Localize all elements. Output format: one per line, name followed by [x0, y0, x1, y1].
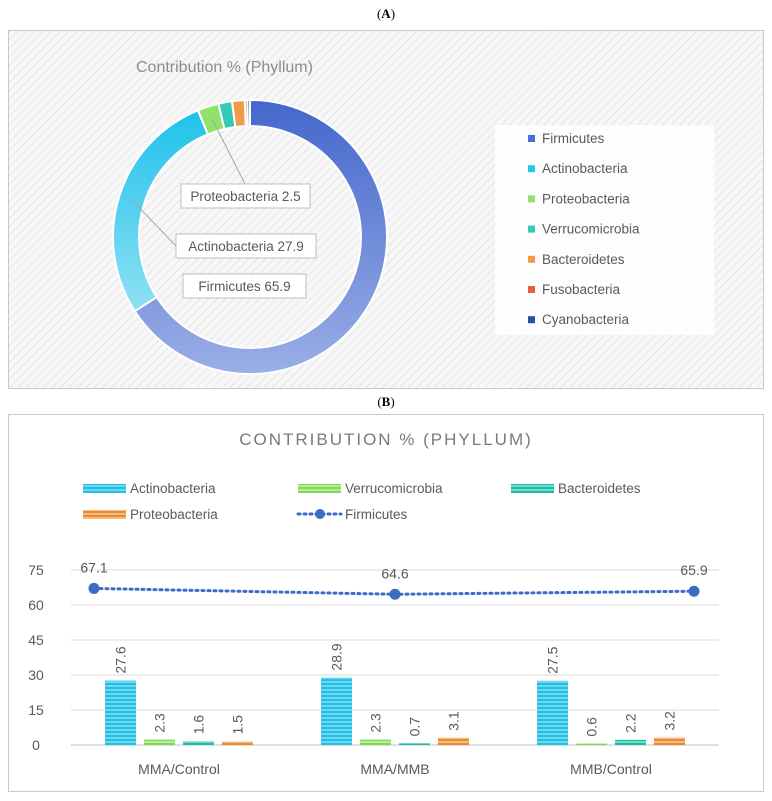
bar-label-verrucomicrobia-mma-mmb: 2.3: [368, 713, 384, 733]
y-tick-label-60: 60: [28, 597, 44, 613]
panel-a-label: (A): [376, 6, 396, 21]
bar-label-bacteroidetes-mmb-control: 2.2: [623, 713, 639, 733]
legend-marker-firmicutes: [315, 509, 325, 519]
bar-bacteroidetes-mma-control: [183, 741, 214, 745]
legend-label-actinobacteria: Actinobacteria: [130, 481, 216, 496]
legend-swatch-proteobacteria: [83, 510, 126, 519]
bar-label-actinobacteria-mma-mmb: 28.9: [329, 643, 345, 670]
firmicutes-point-mma-control: [88, 582, 100, 594]
bar-verrucomicrobia-mma-control: [144, 739, 175, 745]
bar-bacteroidetes-mmb-control: [615, 739, 646, 745]
bar-label-verrucomicrobia-mmb-control: 0.6: [584, 717, 600, 737]
firmicutes-label-mma-control: 67.1: [80, 559, 107, 575]
legend-swatch-actinobacteria: [528, 165, 535, 173]
bar-actinobacteria-mma-control: [105, 680, 136, 745]
slice-labels: Proteobacteria 2.5 Actinobacteria 27.9 Fir…: [175, 183, 317, 299]
panel-a-letter: A: [381, 6, 391, 21]
slice-bacteroidetes: [230, 99, 247, 129]
firmicutes-label-mmb-control: 65.9: [680, 562, 707, 578]
bar-actinobacteria-mma-mmb: [321, 677, 352, 745]
legend-label-verrucomicrobia: Verrucomicrobia: [542, 222, 640, 237]
y-tick-label-45: 45: [28, 632, 44, 648]
legend-swatch-actinobacteria: [83, 484, 126, 493]
donut-chart: Contribution % (Phyllum) Proteobacteria …: [112, 59, 714, 375]
label-leader-lines: [131, 118, 246, 247]
y-tick-label-75: 75: [28, 562, 44, 578]
legend-label-firmicutes: Firmicutes: [542, 131, 605, 146]
donut-slices: [112, 98, 388, 375]
callout-box-firmicutes: [182, 273, 307, 299]
legend-label-actinobacteria: Actinobacteria: [542, 161, 628, 176]
y-axis-ticks: 0 15 30 45 60 75: [28, 562, 44, 753]
y-tick-label-15: 15: [28, 702, 44, 718]
legend-swatch-proteobacteria: [528, 195, 535, 203]
y-gridlines: [71, 569, 719, 746]
bar-label-actinobacteria-mma-control: 27.6: [113, 646, 129, 673]
legend-label-proteobacteria: Proteobacteria: [130, 507, 218, 522]
bar-proteobacteria-mma-mmb: [438, 737, 469, 745]
bar-proteobacteria-mma-control: [222, 741, 253, 745]
bar-chart-title: CONTRIBUTION % (PHYLLUM): [239, 430, 533, 449]
bar-data-labels: 27.6 2.3 1.6 1.5 28.9 2.3 0.7 3.1 27.5 0.6 2.2 3.2: [113, 643, 678, 736]
leader-line-proteobacteria: [211, 118, 246, 185]
legend-swatch-verrucomicrobia: [298, 484, 341, 493]
bar-label-actinobacteria-mmb-control: 27.5: [545, 646, 561, 673]
bar-label-verrucomicrobia-mma-control: 2.3: [152, 713, 168, 733]
bar-verrucomicrobia-mma-mmb: [360, 739, 391, 745]
x-axis-categories: MMA/Control MMA/MMB MMB/Control: [138, 761, 652, 777]
legend-label-cyanobacteria: Cyanobacteria: [542, 312, 630, 327]
legend-swatch-fusobacteria: [528, 286, 535, 293]
leader-line-actinobacteria: [131, 199, 177, 247]
bar-line-chart: CONTRIBUTION % (PHYLLUM) Actinobacteria V…: [28, 430, 719, 777]
bar-label-bacteroidetes-mma-mmb: 0.7: [407, 717, 423, 737]
legend-label-bacteroidetes: Bacteroidetes: [542, 252, 625, 267]
callout-label-actinobacteria: Actinobacteria 27.9: [188, 239, 304, 254]
legend-label-fusobacteria: Fusobacteria: [542, 282, 621, 297]
slice-firmicutes: [133, 98, 388, 375]
firmicutes-point-mma-mmb: [389, 588, 401, 600]
legend-label-firmicutes: Firmicutes: [345, 507, 408, 522]
legend-label-bacteroidetes: Bacteroidetes: [558, 481, 641, 496]
callout-label-firmicutes: Firmicutes 65.9: [198, 279, 290, 294]
panel-b-letter: B: [381, 394, 391, 409]
bar-label-proteobacteria-mma-mmb: 3.1: [446, 711, 462, 731]
x-category-mma-mmb: MMA/MMB: [360, 761, 429, 777]
panel-b-chart-area: CONTRIBUTION % (PHYLLUM) Actinobacteria V…: [8, 414, 764, 792]
y-tick-label-0: 0: [32, 737, 40, 753]
pie-legend: Firmicutes Actinobacteria Proteobacteria Ve…: [528, 131, 640, 327]
legend-label-proteobacteria: Proteobacteria: [542, 191, 630, 206]
bar-bacteroidetes-mma-mmb: [399, 743, 430, 745]
x-category-mmb-control: MMB/Control: [570, 761, 652, 777]
bar-actinobacteria-mmb-control: [537, 680, 568, 745]
legend-swatch-bacteroidetes: [511, 484, 554, 493]
callout-box-actinobacteria: [175, 233, 317, 259]
bar-label-bacteroidetes-mma-control: 1.6: [191, 715, 207, 735]
bar-verrucomicrobia-mmb-control: [576, 743, 607, 745]
pie-title: Contribution % (Phyllum): [136, 59, 313, 76]
bar-label-proteobacteria-mmb-control: 3.2: [662, 711, 678, 731]
panel-a-chart-area: Contribution % (Phyllum) Proteobacteria …: [8, 30, 764, 389]
callout-label-proteobacteria: Proteobacteria 2.5: [190, 189, 300, 204]
firmicutes-label-mma-mmb: 64.6: [381, 565, 408, 581]
legend-label-verrucomicrobia: Verrucomicrobia: [345, 481, 443, 496]
firmicutes-line: 67.1 64.6 65.9: [80, 559, 708, 600]
firmicutes-point-mmb-control: [688, 585, 700, 597]
panel-b-label: (B): [377, 394, 395, 409]
legend-swatch-cyanobacteria: [528, 316, 535, 324]
y-tick-label-30: 30: [28, 667, 44, 683]
slice-cyanobacteria: [246, 98, 251, 128]
bar-proteobacteria-mmb-control: [654, 737, 685, 745]
legend-swatch-bacteroidetes: [528, 255, 535, 263]
legend-swatch-verrucomicrobia: [528, 225, 535, 233]
bar-label-proteobacteria-mma-control: 1.5: [230, 715, 246, 735]
x-category-mma-control: MMA/Control: [138, 761, 220, 777]
bar-chart-legend: Actinobacteria Verrucomicrobia Bacteroidet…: [83, 481, 641, 522]
bars: [105, 677, 685, 745]
callout-box-proteobacteria: [180, 183, 311, 209]
legend-swatch-firmicutes: [528, 135, 535, 142]
